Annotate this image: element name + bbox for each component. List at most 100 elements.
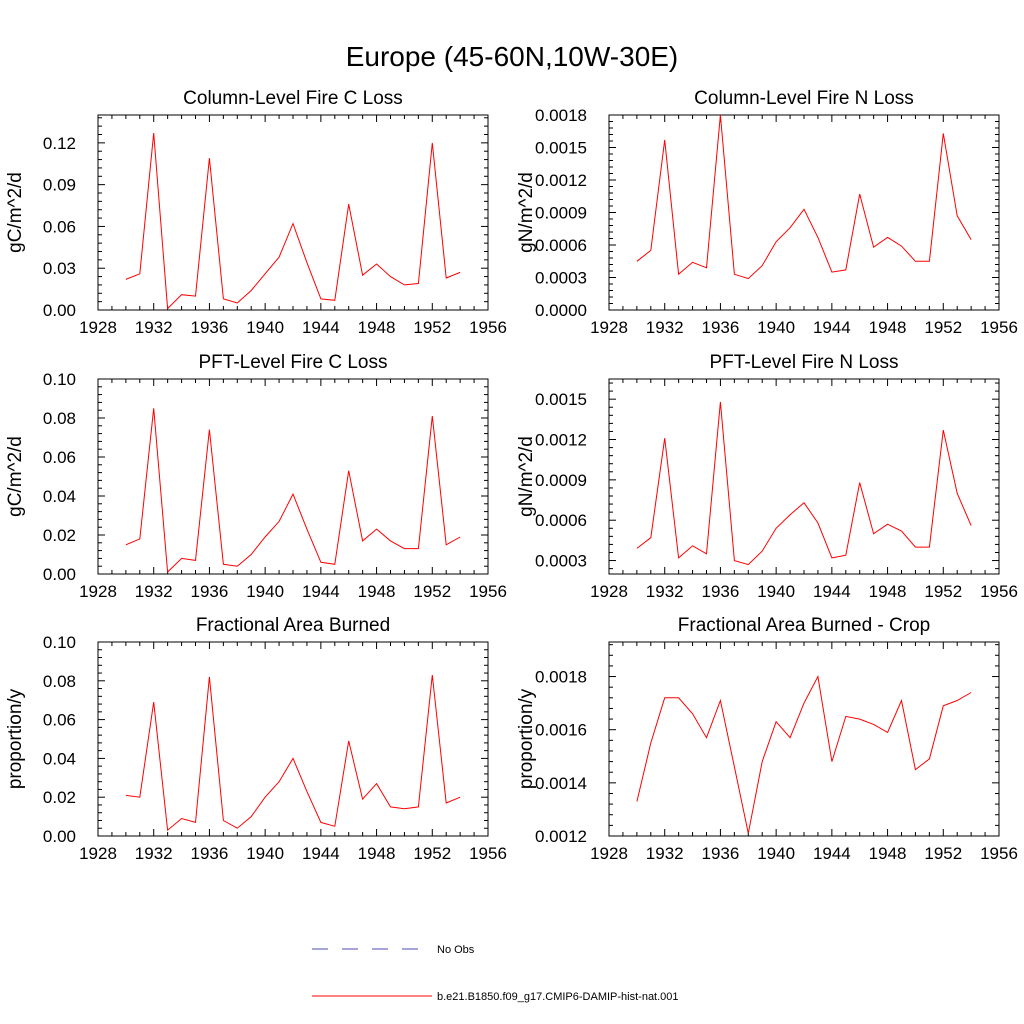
plot-frame (97, 641, 489, 837)
y-tick-label: 0.02 (43, 526, 76, 545)
legend: No Obs b.e21.B1850.f09_g17.CMIP6-DAMIP-h… (312, 944, 679, 1003)
x-tick-label: 1956 (469, 318, 507, 337)
panel-title: Column-Level Fire C Loss (183, 88, 403, 109)
x-tick-label: 1948 (869, 582, 907, 601)
y-axis-label: gC/m^2/d (5, 436, 26, 517)
y-tick-label: 0.00 (43, 301, 76, 320)
y-tick-label: 0.0015 (535, 139, 587, 158)
y-tick-label: 0.0012 (535, 431, 587, 450)
x-tick-label: 1948 (358, 844, 396, 863)
x-tick-label: 1940 (757, 318, 795, 337)
x-tick-label: 1948 (869, 844, 907, 863)
y-axis-label: gC/m^2/d (5, 172, 26, 253)
x-tick-label: 1956 (980, 318, 1018, 337)
x-tick-label: 1928 (79, 582, 117, 601)
y-axis-label: gN/m^2/d (516, 436, 537, 517)
y-tick-label: 0.04 (43, 749, 76, 768)
y-tick-label: 0.0018 (535, 668, 587, 687)
plot-frame (97, 378, 489, 575)
series-line (636, 114, 972, 280)
y-tick-label: 0.0003 (535, 552, 587, 571)
y-tick-label: 0.0003 (535, 269, 587, 288)
x-tick-label: 1940 (757, 582, 795, 601)
y-tick-label: 0.0012 (535, 171, 587, 190)
x-tick-label: 1940 (246, 582, 284, 601)
x-tick-label: 1932 (646, 844, 684, 863)
y-axis-label: proportion/y (5, 688, 26, 789)
x-tick-label: 1936 (702, 844, 740, 863)
y-tick-label: 0.0015 (535, 390, 587, 409)
chart-panel-1: Column-Level Fire C Loss gC/m^2/d 1928 1932… (5, 88, 507, 337)
x-tick-label: 1944 (302, 582, 340, 601)
x-tick-label: 1936 (191, 318, 229, 337)
y-tick-label: 0.06 (43, 217, 76, 236)
chart-panel-2: Column-Level Fire N Loss gN/m^2/d 1928 1932… (516, 88, 1018, 337)
y-tick-label: 0.06 (43, 448, 76, 467)
y-tick-label: 0.0014 (535, 774, 587, 793)
y-tick-label: 0.10 (43, 633, 76, 652)
plot-frame (97, 114, 489, 311)
y-tick-label: 0.06 (43, 711, 76, 730)
x-tick-label: 1944 (302, 844, 340, 863)
y-axis-label: proportion/y (516, 688, 537, 789)
x-tick-label: 1928 (79, 844, 117, 863)
x-tick-label: 1952 (413, 844, 451, 863)
x-tick-label: 1952 (924, 582, 962, 601)
x-tick-label: 1956 (980, 844, 1018, 863)
x-tick-label: 1928 (590, 582, 628, 601)
x-tick-label: 1932 (135, 582, 173, 601)
figure-title: Europe (45-60N,10W-30E) (346, 41, 679, 72)
x-tick-label: 1956 (469, 844, 507, 863)
y-tick-label: 0.0009 (535, 471, 587, 490)
x-tick-label: 1928 (590, 844, 628, 863)
series-line (125, 408, 461, 574)
x-tick-label: 1948 (358, 318, 396, 337)
y-tick-label: 0.00 (43, 565, 76, 584)
plot-frame (608, 378, 1000, 575)
x-tick-label: 1932 (135, 318, 173, 337)
x-tick-label: 1944 (813, 318, 851, 337)
series-line (636, 674, 972, 834)
series-line (125, 133, 461, 310)
y-tick-label: 0.04 (43, 487, 76, 506)
x-tick-label: 1932 (646, 582, 684, 601)
y-axis-label: gN/m^2/d (516, 172, 537, 253)
y-tick-label: 0.00 (43, 827, 76, 846)
series-line (125, 674, 461, 832)
x-tick-label: 1928 (79, 318, 117, 337)
chart-panel-3: PFT-Level Fire C Loss gC/m^2/d 1928 1932 193… (5, 352, 507, 601)
panel-title: PFT-Level Fire N Loss (710, 352, 899, 373)
legend-model-label: b.e21.B1850.f09_g17.CMIP6-DAMIP-hist-nat… (437, 991, 679, 1003)
x-tick-label: 1956 (980, 582, 1018, 601)
y-tick-label: 0.0018 (535, 106, 587, 125)
panel-title: PFT-Level Fire C Loss (199, 352, 388, 373)
panel-title: Fractional Area Burned (196, 615, 390, 636)
plot-frame (608, 641, 1000, 837)
chart-panel-4: PFT-Level Fire N Loss gN/m^2/d 1928 1932 193… (516, 352, 1018, 601)
chart-panel-6: Fractional Area Burned - Crop proportion/… (516, 615, 1018, 863)
y-tick-label: 0.0009 (535, 204, 587, 223)
y-tick-label: 0.10 (43, 370, 76, 389)
panel-title: Column-Level Fire N Loss (694, 88, 914, 109)
x-tick-label: 1936 (702, 582, 740, 601)
panel-title: Fractional Area Burned - Crop (678, 615, 930, 636)
y-tick-label: 0.08 (43, 409, 76, 428)
y-tick-label: 0.09 (43, 176, 76, 195)
x-tick-label: 1952 (924, 844, 962, 863)
x-tick-label: 1940 (246, 318, 284, 337)
x-tick-label: 1944 (813, 582, 851, 601)
x-tick-label: 1956 (469, 582, 507, 601)
x-tick-label: 1952 (924, 318, 962, 337)
y-tick-label: 0.0006 (535, 511, 587, 530)
y-tick-label: 0.03 (43, 259, 76, 278)
plot-frame (608, 114, 1000, 311)
x-tick-label: 1936 (702, 318, 740, 337)
x-tick-label: 1944 (813, 844, 851, 863)
chart-panels: Column-Level Fire C Loss gC/m^2/d 1928 1932… (5, 88, 1018, 863)
x-tick-label: 1952 (413, 582, 451, 601)
legend-obs-label: No Obs (437, 944, 475, 956)
x-tick-label: 1948 (869, 318, 907, 337)
x-tick-label: 1952 (413, 318, 451, 337)
x-tick-label: 1936 (191, 582, 229, 601)
